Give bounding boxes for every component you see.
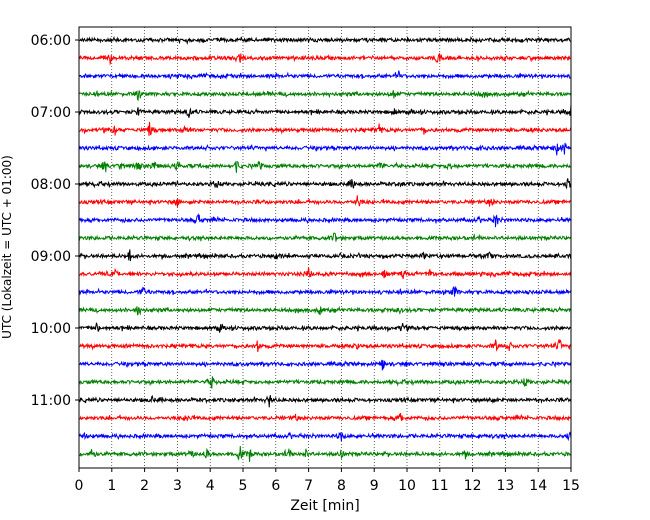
x-tick-label: 5 [239,478,248,494]
y-tick-label: 06:00 [31,33,71,49]
y-tick-label: 08:00 [31,177,71,193]
x-tick-label: 12 [464,478,482,494]
x-tick-label: 8 [337,478,346,494]
trace-1030 [78,359,572,371]
x-tick-label: 9 [370,478,379,494]
trace-1000 [78,322,572,334]
trace-0630 [78,70,572,81]
trace-1115 [78,412,572,422]
x-tick-label: 0 [75,478,84,494]
trace-0700 [78,104,572,118]
x-axis-ticks: 0 1 2 3 4 5 6 7 8 9 10 11 12 13 14 15 [75,468,580,494]
x-tick-label: 10 [398,478,416,494]
x-tick-label: 11 [431,478,449,494]
trace-1145 [78,445,572,463]
trace-0830 [78,212,572,228]
x-tick-label: 14 [529,478,547,494]
plot-background [79,27,571,468]
x-tick-label: 15 [562,478,580,494]
y-tick-label: 10:00 [31,321,71,337]
trace-0715 [78,121,572,136]
trace-0815 [78,195,572,208]
y-tick-label: 11:00 [31,393,71,409]
trace-0645 [78,89,572,102]
trace-1100 [78,394,572,408]
x-tick-label: 13 [496,478,514,494]
x-axis-label: Zeit [min] [290,498,359,514]
y-tick-label: 07:00 [31,105,71,121]
x-tick-label: 3 [173,478,182,494]
trace-0900 [78,249,572,262]
y-tick-label: 09:00 [31,249,71,265]
trace-1015 [78,339,572,352]
trace-0745 [78,160,572,173]
y-axis-label: UTC (Lokalzeit = UTC + 01:00) [0,155,14,339]
trace-0945 [78,305,572,316]
trace-0730 [78,142,572,156]
trace-lines [78,35,572,463]
x-tick-label: 6 [271,478,280,494]
trace-0600 [78,35,572,46]
trace-0915 [78,267,572,280]
trace-0930 [78,285,572,297]
x-tick-label: 4 [206,478,215,494]
trace-0800 [78,178,572,190]
x-tick-label: 2 [140,478,149,494]
trace-1130 [78,431,572,442]
trace-0615 [78,52,572,66]
plot-frame [78,26,572,469]
trace-0845 [78,232,572,242]
x-tick-label: 1 [107,478,116,494]
trace-1045 [78,376,572,389]
y-axis-ticks: 06:00 07:00 08:00 09:00 10:00 11:00 [31,33,79,409]
x-tick-label: 7 [304,478,313,494]
